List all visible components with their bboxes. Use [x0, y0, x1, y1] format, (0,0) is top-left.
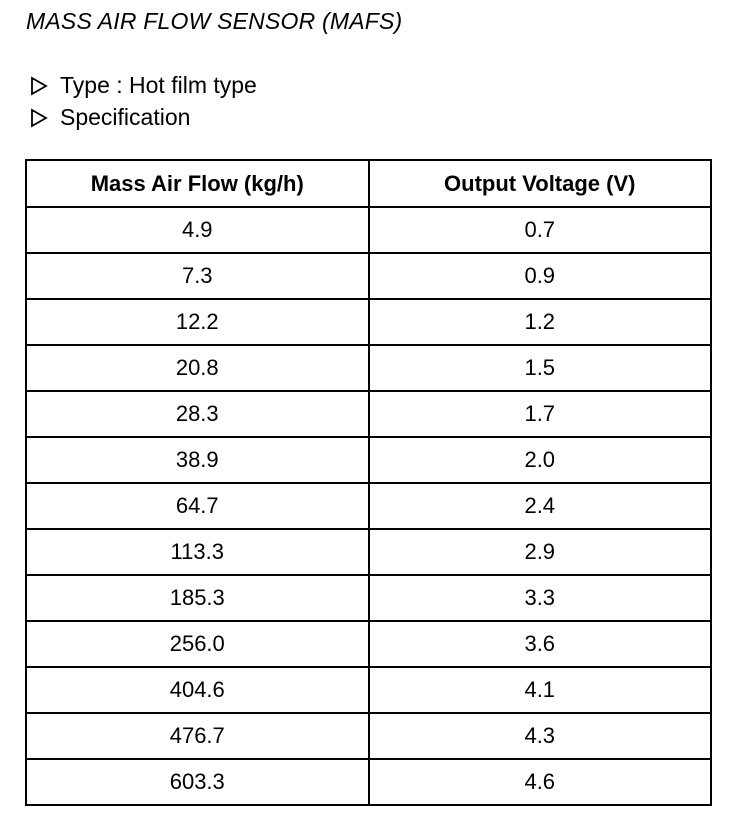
- column-header: Output Voltage (V): [367, 159, 712, 208]
- title: MASS AIR FLOW SENSOR (MAFS): [26, 8, 403, 34]
- mass-air-flow-cell: 28.3: [25, 390, 370, 438]
- table-row: 64.7 2.4: [25, 482, 712, 530]
- table-row: 12.2 1.2: [25, 298, 712, 346]
- mass-air-flow-cell: 476.7: [25, 712, 370, 760]
- mass-air-flow-cell: 256.0: [25, 620, 370, 668]
- table-row: 476.7 4.3: [25, 712, 712, 760]
- table-row: 28.3 1.7: [25, 390, 712, 438]
- bullet-item: Type : Hot film type: [30, 72, 257, 99]
- bullet-icon: [31, 107, 48, 128]
- header-row: Mass Air Flow (kg/h) Output Voltage (V): [25, 159, 712, 208]
- output-voltage-cell: 2.9: [367, 528, 712, 576]
- table-row: 4.9 0.7: [25, 206, 712, 254]
- table-body: 4.9 0.7 7.3 0.9 12.2 1.2 20.8 1.5 28.3 1.7 38.9 2.0…: [25, 206, 712, 806]
- mass-air-flow-cell: 7.3: [25, 252, 370, 300]
- output-voltage-cell: 1.7: [367, 390, 712, 438]
- mass-air-flow-cell: 38.9: [25, 436, 370, 484]
- table-row: 404.6 4.1: [25, 666, 712, 714]
- table-row: 185.3 3.3: [25, 574, 712, 622]
- mass-air-flow-cell: 64.7: [25, 482, 370, 530]
- mass-air-flow-cell: 113.3: [25, 528, 370, 576]
- output-voltage-cell: 4.6: [367, 758, 712, 806]
- output-voltage-cell: 3.3: [367, 574, 712, 622]
- output-voltage-cell: 0.9: [367, 252, 712, 300]
- output-voltage-cell: 1.5: [367, 344, 712, 392]
- table-row: 38.9 2.0: [25, 436, 712, 484]
- mass-air-flow-cell: 12.2: [25, 298, 370, 346]
- table-row: 603.3 4.6: [25, 758, 712, 806]
- output-voltage-cell: 4.3: [367, 712, 712, 760]
- table-row: 7.3 0.9: [25, 252, 712, 300]
- output-voltage-cell: 2.4: [367, 482, 712, 530]
- output-voltage-cell: 3.6: [367, 620, 712, 668]
- bullet-text: Specification: [60, 104, 191, 130]
- column-header: Mass Air Flow (kg/h): [25, 159, 370, 208]
- spec-table: Mass Air Flow (kg/h) Output Voltage (V) …: [25, 159, 712, 806]
- mass-air-flow-cell: 4.9: [25, 206, 370, 254]
- output-voltage-cell: 1.2: [367, 298, 712, 346]
- table-row: 113.3 2.9: [25, 528, 712, 576]
- bullet-item: Specification: [30, 104, 190, 131]
- bullet-text: Type : Hot film type: [60, 72, 257, 98]
- mass-air-flow-cell: 185.3: [25, 574, 370, 622]
- bullet-icon: [31, 75, 48, 96]
- mass-air-flow-cell: 20.8: [25, 344, 370, 392]
- table-row: 20.8 1.5: [25, 344, 712, 392]
- output-voltage-cell: 2.0: [367, 436, 712, 484]
- output-voltage-cell: 4.1: [367, 666, 712, 714]
- output-voltage-cell: 0.7: [367, 206, 712, 254]
- table-row: 256.0 3.6: [25, 620, 712, 668]
- mass-air-flow-cell: 603.3: [25, 758, 370, 806]
- mass-air-flow-cell: 404.6: [25, 666, 370, 714]
